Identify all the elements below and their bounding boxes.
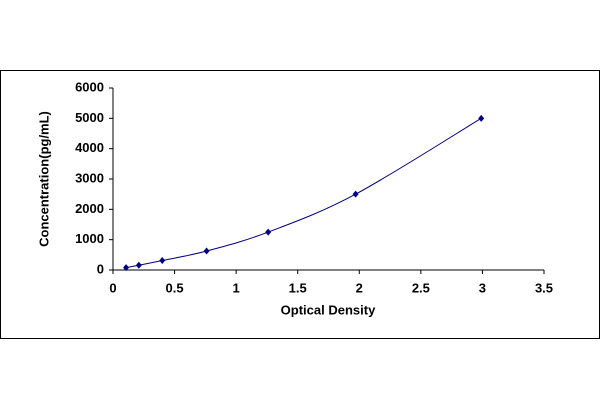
y-tick-label: 4000 (75, 140, 104, 155)
point (352, 190, 359, 198)
y-tick-label: 2000 (75, 201, 104, 216)
y-tick-label: 5000 (75, 110, 104, 125)
point (478, 114, 485, 122)
chart-frame (0, 70, 600, 339)
x-tick-label: 0 (109, 280, 116, 295)
x-tick-label: 2.5 (412, 280, 430, 295)
x-tick-label: 3 (479, 280, 486, 295)
y-tick-label: 6000 (75, 79, 104, 94)
point (135, 261, 142, 269)
point (265, 228, 272, 236)
x-tick-label: 0.5 (166, 280, 184, 295)
y-tick-label: 0 (97, 261, 104, 276)
x-axis-label: Optical Density (281, 302, 376, 317)
x-tick-label: 1.5 (289, 280, 307, 295)
point (203, 247, 210, 255)
y-tick-label: 3000 (75, 170, 104, 185)
point (159, 257, 166, 265)
x-tick-label: 2 (356, 280, 363, 295)
y-tick-label: 1000 (75, 231, 104, 246)
y-axis-label: Concentration(pg/mL) (36, 111, 51, 247)
x-tick-label: 3.5 (535, 280, 553, 295)
x-tick-label: 1 (233, 280, 240, 295)
point (123, 264, 130, 272)
